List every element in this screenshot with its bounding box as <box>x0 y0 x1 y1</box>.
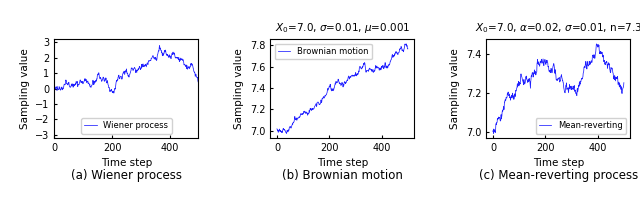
X-axis label: Time step: Time step <box>100 158 152 168</box>
Legend: Brownian motion: Brownian motion <box>275 44 372 59</box>
Y-axis label: Sampling value: Sampling value <box>20 48 29 129</box>
Text: (b) Brownian motion: (b) Brownian motion <box>282 169 403 182</box>
Legend: Wiener process: Wiener process <box>81 118 172 134</box>
Legend: Mean-reverting: Mean-reverting <box>536 118 626 134</box>
Y-axis label: Sampling value: Sampling value <box>234 48 244 129</box>
Title: $X_0$=7.0, $\sigma$=0.01, $\mu$=0.001: $X_0$=7.0, $\sigma$=0.01, $\mu$=0.001 <box>275 21 410 35</box>
Text: (a) Wiener process: (a) Wiener process <box>71 169 182 182</box>
X-axis label: Time step: Time step <box>532 158 584 168</box>
Text: (c) Mean-reverting process: (c) Mean-reverting process <box>479 169 638 182</box>
Y-axis label: Sampling value: Sampling value <box>451 48 461 129</box>
Title: $X_0$=7.0, $\alpha$=0.02, $\sigma$=0.01, n=7.3: $X_0$=7.0, $\alpha$=0.02, $\sigma$=0.01,… <box>475 21 640 35</box>
X-axis label: Time step: Time step <box>317 158 368 168</box>
